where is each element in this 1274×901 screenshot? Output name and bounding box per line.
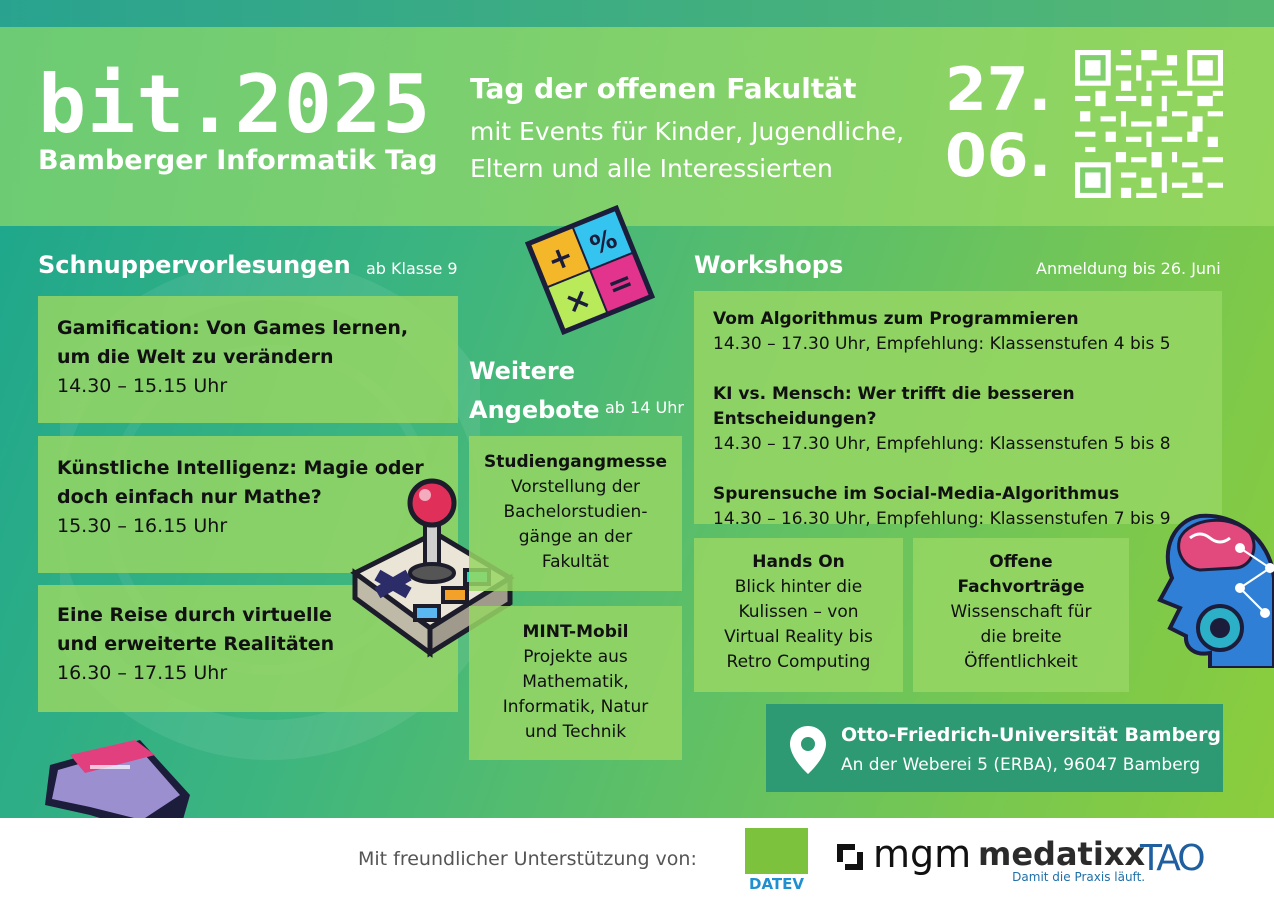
mgm-logo-text: mgm — [873, 832, 972, 876]
workshop-time: 14.30 – 17.30 Uhr, Empfehlung: Klassenst… — [713, 434, 1171, 454]
top-strip — [0, 0, 1274, 27]
workshop-time: 14.30 – 17.30 Uhr, Empfehlung: Klassenst… — [713, 334, 1171, 354]
tagline-title: Tag der offenen Fakultät — [470, 72, 857, 105]
tagline-text: mit Events für Kinder, Jugendliche, Elte… — [470, 113, 930, 187]
lecture-title: Künstliche Intelligenz: Magie oder — [57, 457, 424, 479]
datev-logo-text: DATEV — [749, 875, 804, 893]
mgm-logo[interactable]: mgm — [835, 832, 971, 880]
calculator-icon: + % × = — [525, 205, 655, 335]
tagline-line-1: mit Events für Kinder, Jugendliche, — [470, 117, 905, 146]
offer-line: Mathematik, — [522, 672, 629, 692]
brand-subtitle: Bamberger Informatik Tag — [38, 145, 438, 176]
hands-on-line: Retro Computing — [726, 652, 871, 672]
hands-on-card[interactable]: Hands On Blick hinter die Kulissen – von… — [694, 538, 903, 692]
talks-line: die breite — [980, 627, 1062, 647]
datev-logo-square — [745, 828, 808, 874]
offer-line: Projekte aus — [523, 647, 628, 667]
offer-heading: MINT-Mobil — [522, 622, 629, 642]
workshops-card: Vom Algorithmus zum Programmieren 14.30 … — [694, 291, 1222, 529]
workshops-title: Workshops — [694, 251, 844, 279]
mgm-logo-mark-icon — [837, 844, 863, 870]
workshops-note: Anmeldung bis 26. Juni — [1036, 259, 1221, 278]
date-day: 27. — [945, 55, 1052, 125]
more-title-line-2: Angebote — [469, 396, 600, 424]
offer-line: und Technik — [524, 722, 627, 742]
more-title: Weitere Angebote — [469, 352, 600, 430]
workshop-title: KI vs. Mensch: Wer trifft die besseren E… — [713, 384, 1075, 429]
offer-line: Bachelorstudien- — [503, 502, 648, 522]
talks-line: Öffentlichkeit — [964, 652, 1078, 672]
workshop-item[interactable]: Spurensuche im Social-Media-Algorithmus … — [694, 482, 1222, 532]
talks-line: Wissenschaft für — [950, 602, 1092, 622]
offer-heading: Studiengangmesse — [483, 452, 668, 472]
lecture-card[interactable]: Künstliche Intelligenz: Magie oder doch … — [38, 436, 458, 573]
brand-title: bit.2025 — [38, 58, 432, 151]
tao-logo-text: TAO — [1140, 838, 1206, 879]
date-month: 06. — [945, 121, 1052, 191]
tao-logo[interactable]: TAO — [1140, 838, 1220, 882]
lecture-title: Gamification: Von Games lernen, — [57, 317, 409, 339]
qr-code-icon[interactable] — [1075, 50, 1223, 198]
hands-on-line: Kulissen – von — [738, 602, 859, 622]
workshop-time: 14.30 – 16.30 Uhr, Empfehlung: Klassenst… — [713, 509, 1171, 529]
poster: bit.2025 Bamberger Informatik Tag Tag de… — [0, 0, 1274, 818]
workshop-item[interactable]: KI vs. Mensch: Wer trifft die besseren E… — [694, 382, 1222, 457]
talks-heading: Offene — [989, 552, 1053, 572]
lecture-time: 16.30 – 17.15 Uhr — [57, 662, 228, 684]
lecture-title-line-2: um die Welt zu verändern — [57, 346, 334, 368]
lecture-card[interactable]: Gamification: Von Games lernen, um die W… — [38, 296, 458, 423]
lecture-title-line-2: und erweiterte Realitäten — [57, 633, 335, 655]
lecture-title: Eine Reise durch virtuelle — [57, 604, 332, 626]
more-title-line-1: Weitere — [469, 357, 575, 385]
offer-line: gänge an der — [518, 527, 633, 547]
location-address: An der Weberei 5 (ERBA), 96047 Bamberg — [841, 755, 1201, 775]
location-pin-icon — [790, 726, 826, 774]
offer-line: Informatik, Natur — [502, 697, 649, 717]
workshop-title: Vom Algorithmus zum Programmieren — [713, 309, 1079, 329]
event-date: 27. 06. — [945, 57, 1051, 189]
lectures-note: ab Klasse 9 — [366, 259, 458, 278]
workshop-item[interactable]: Vom Algorithmus zum Programmieren 14.30 … — [694, 307, 1222, 357]
workshop-title: Spurensuche im Social-Media-Algorithmus — [713, 484, 1120, 504]
more-note: ab 14 Uhr — [605, 398, 684, 417]
medatixx-logo[interactable]: medatixx Damit die Praxis läuft. — [978, 838, 1145, 884]
talks-card[interactable]: Offene Fachvorträge Wissenschaft für die… — [913, 538, 1129, 692]
header-band: bit.2025 Bamberger Informatik Tag Tag de… — [0, 27, 1274, 226]
medatixx-claim: Damit die Praxis läuft. — [1012, 870, 1146, 884]
hands-on-heading: Hands On — [752, 552, 845, 572]
offer-card-fair[interactable]: Studiengangmesse Vorstellung der Bachelo… — [469, 436, 682, 591]
medatixx-logo-text: medatixx — [978, 835, 1146, 873]
tagline-line-2: Eltern und alle Interessierten — [470, 154, 833, 183]
hands-on-line: Blick hinter die — [734, 577, 863, 597]
offer-card-mint[interactable]: MINT-Mobil Projekte aus Mathematik, Info… — [469, 606, 682, 760]
lectures-title: Schnuppervorlesungen — [38, 251, 351, 279]
lecture-time: 15.30 – 16.15 Uhr — [57, 515, 228, 537]
location-name: Otto-Friedrich-Universität Bamberg — [841, 724, 1222, 746]
offer-line: Fakultät — [541, 552, 610, 572]
datev-logo[interactable]: DATEV — [745, 828, 808, 893]
sponsor-text: Mit freundlicher Unterstützung von: — [358, 848, 697, 870]
offer-line: Vorstellung der — [510, 477, 641, 497]
vr-headset-icon — [45, 740, 190, 818]
lecture-title-line-2: doch einfach nur Mathe? — [57, 486, 322, 508]
talks-heading-line-2: Fachvorträge — [957, 577, 1085, 597]
location-box[interactable]: Otto-Friedrich-Universität Bamberg An de… — [766, 704, 1223, 792]
ai-head-icon — [1157, 513, 1274, 668]
hands-on-line: Virtual Reality bis — [724, 627, 873, 647]
lecture-time: 14.30 – 15.15 Uhr — [57, 375, 228, 397]
